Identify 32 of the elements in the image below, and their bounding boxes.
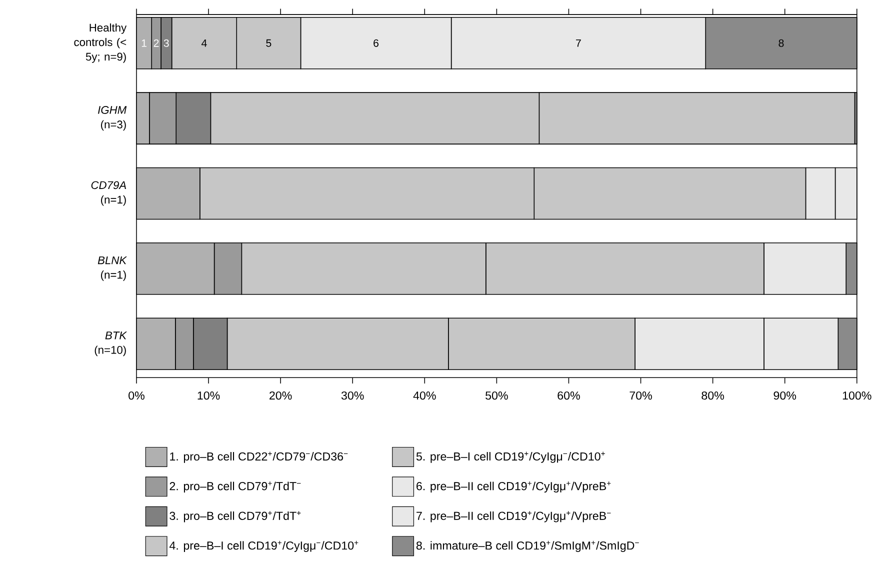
y-tick-label: CD79A (n=1) — [91, 181, 126, 206]
x-tick-label: 100% — [842, 391, 872, 400]
y-tick-label: BLNK (n=1) — [98, 256, 128, 281]
x-tick-label: 60% — [558, 391, 580, 400]
x-tick-label: 80% — [702, 391, 724, 400]
legend-label: 5. pre–B–I cell CD19$^{+}$/CyIgμ$^{−}$/CD10$^{+}$ — [416, 452, 605, 463]
x-tick-label: 40% — [413, 391, 436, 400]
annotation: 3 — [164, 39, 169, 47]
x-tick-label: 0% — [128, 391, 144, 400]
x-tick-label: 20% — [270, 391, 292, 400]
annotation: 6 — [374, 39, 379, 47]
y-tick-label: Healthy controls (< 5y; n=9) — [74, 23, 127, 63]
y-tick-label: IGHM (n=3) — [98, 106, 127, 131]
legend-label: 4. pre–B–I cell CD19$^{+}$/CyIgμ$^{−}$/CD10$^{+}$ — [169, 540, 358, 552]
legend-label: 8. immature–B cell CD19$^{+}$/SmIgM$^{+}$/SmIgD$^{−}$ — [416, 540, 639, 552]
y-tick-label: BTK (n=10) — [94, 332, 128, 356]
x-tick-label: 50% — [486, 391, 508, 400]
x-tick-label: 30% — [341, 391, 364, 400]
legend-label: 7. pre–B–II cell CD19$^{+}$/CyIgμ$^{+}$/VpreB$^{−}$ — [416, 511, 611, 522]
x-tick-label: 70% — [630, 391, 652, 400]
legend-label: 1. pro–B cell CD22$^{+}$/CD79$^{−}$/CD36$^{−}$ — [170, 452, 348, 463]
annotation: 1 — [142, 39, 146, 47]
x-tick-label: 10% — [198, 391, 220, 400]
annotation: 4 — [201, 39, 207, 47]
annotation: 7 — [576, 39, 581, 47]
x-tick-label: 90% — [774, 391, 796, 400]
legend-label: 6. pre–B–II cell CD19$^{+}$/CyIgμ$^{+}$/VpreB$^{+}$ — [416, 481, 611, 493]
annotation: 8 — [778, 39, 784, 47]
legend-label: 2. pro–B cell CD79$^{+}$/TdT$^{−}$ — [170, 481, 301, 493]
legend-label: 3. pro–B cell CD79$^{+}$/TdT$^{+}$ — [170, 511, 301, 522]
annotation: 2 — [154, 39, 159, 47]
annotation: 5 — [266, 39, 272, 47]
